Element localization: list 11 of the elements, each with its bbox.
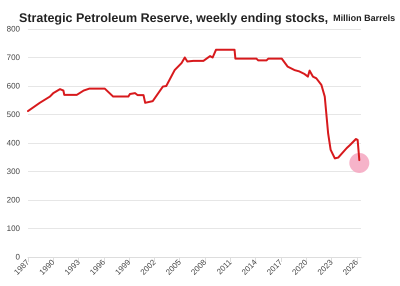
y-tick-label: 800: [6, 24, 21, 34]
y-tick-label: 0: [16, 252, 21, 262]
chart-subtitle: Million Barrels: [333, 13, 396, 23]
y-tick-label: 600: [6, 82, 21, 90]
y-tick-label: 400: [6, 138, 21, 148]
y-tick-label: 700: [6, 53, 21, 62]
chart-title: Strategic Petroleum Reserve, weekly ending stocks,: [19, 11, 328, 25]
y-tick-label: 100: [6, 224, 21, 233]
y-tick-label: 500: [6, 110, 21, 119]
y-tick-label: 200: [6, 196, 21, 204]
y-tick-label: 300: [6, 167, 21, 176]
